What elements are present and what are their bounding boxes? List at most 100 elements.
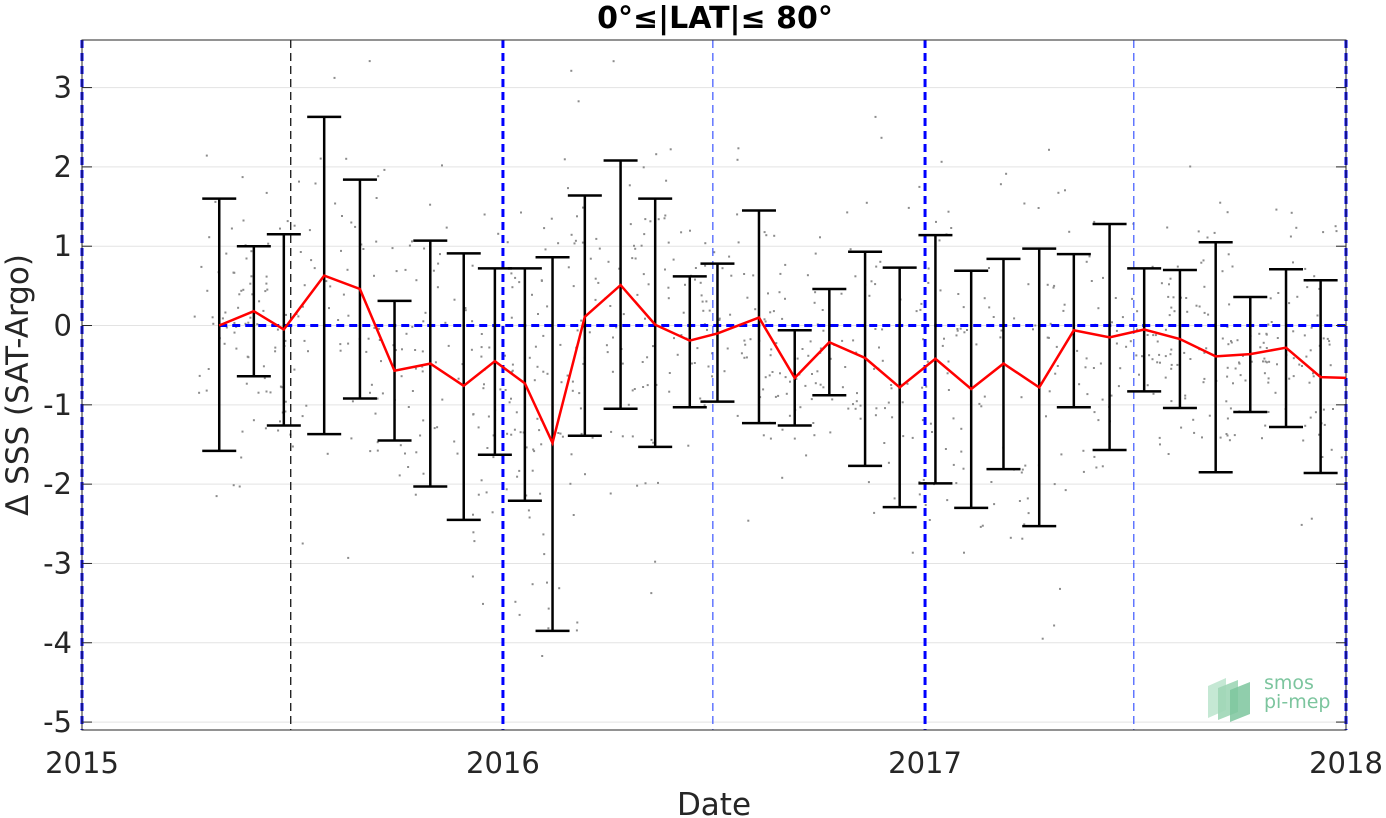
scatter-point: [911, 551, 914, 554]
scatter-point: [506, 432, 509, 435]
scatter-point: [375, 240, 378, 243]
scatter-point: [1241, 354, 1244, 357]
scatter-point: [814, 382, 817, 385]
scatter-point: [612, 60, 615, 63]
scatter-point: [1121, 316, 1124, 319]
scatter-point: [654, 560, 657, 563]
scatter-point: [621, 362, 624, 365]
scatter-point: [846, 211, 849, 214]
scatter-point: [694, 278, 696, 281]
scatter-point: [1295, 226, 1298, 229]
scatter-point: [784, 297, 786, 300]
scatter-point: [347, 556, 350, 559]
scatter-point: [558, 587, 561, 590]
scatter-point: [1097, 307, 1100, 310]
scatter-point: [1308, 381, 1311, 384]
scatter-point: [457, 377, 460, 380]
scatter-point: [337, 319, 340, 321]
scatter-point: [928, 519, 931, 521]
scatter-point: [499, 388, 502, 391]
scatter-point: [769, 311, 772, 314]
scatter-point: [636, 484, 639, 487]
scatter-point: [276, 328, 279, 331]
scatter-point: [947, 210, 950, 213]
scatter-point: [978, 402, 981, 405]
scatter-point: [546, 581, 548, 584]
scatter-point: [567, 187, 569, 190]
scatter-point: [874, 115, 877, 118]
scatter-point: [801, 348, 804, 350]
scatter-point: [1185, 297, 1188, 299]
scatter-point: [740, 352, 743, 355]
scatter-point: [831, 398, 834, 401]
scatter-point: [347, 314, 350, 317]
scatter-point: [594, 277, 597, 280]
scatter-point: [1045, 415, 1047, 418]
scatter-point: [699, 397, 702, 400]
scatter-point: [609, 305, 612, 307]
scatter-point: [380, 360, 382, 363]
scatter-point: [1310, 517, 1313, 520]
scatter-point: [1304, 267, 1307, 270]
scatter-point: [868, 294, 871, 297]
scatter-point: [471, 264, 474, 267]
scatter-point: [252, 419, 255, 422]
scatter-point: [737, 147, 740, 150]
scatter-point: [232, 271, 235, 274]
scatter-point: [746, 296, 749, 299]
scatter-point: [378, 327, 380, 330]
scatter-point: [1267, 377, 1270, 380]
scatter-point: [301, 305, 304, 308]
scatter-point: [854, 275, 857, 278]
scatter-point: [250, 275, 253, 278]
scatter-point: [849, 248, 852, 251]
scatter-point: [1170, 367, 1173, 370]
scatter-point: [1176, 265, 1179, 268]
scatter-point: [1335, 230, 1338, 233]
scatter-point: [650, 592, 653, 595]
scatter-point: [1265, 332, 1268, 335]
scatter-point: [1092, 367, 1095, 369]
scatter-point: [1200, 261, 1203, 264]
scatter-point: [644, 317, 646, 320]
scatter-point: [1021, 468, 1024, 471]
scatter-point: [584, 473, 586, 476]
scatter-point: [444, 321, 447, 324]
scatter-point: [822, 386, 825, 389]
scatter-point: [657, 218, 660, 221]
scatter-point: [999, 183, 1002, 186]
scatter-point: [1068, 230, 1071, 233]
scatter-point: [1097, 419, 1100, 422]
scatter-point: [1321, 456, 1324, 458]
scatter-point: [370, 383, 373, 386]
scatter-point: [1316, 314, 1319, 317]
scatter-point: [749, 338, 752, 341]
scatter-point: [367, 337, 370, 340]
scatter-point: [542, 370, 545, 373]
scatter-point: [682, 311, 685, 314]
scatter-point: [557, 432, 560, 434]
scatter-point: [1046, 283, 1049, 286]
scatter-point: [884, 407, 886, 410]
scatter-point: [242, 288, 245, 291]
scatter-point: [575, 629, 578, 632]
scatter-point: [812, 422, 815, 424]
scatter-point: [940, 160, 943, 163]
scatter-point: [511, 369, 514, 372]
scatter-point: [990, 481, 993, 483]
scatter-point: [1323, 423, 1326, 426]
scatter-point: [874, 414, 877, 417]
scatter-point: [249, 316, 252, 319]
scatter-point: [1332, 408, 1334, 410]
scatter-point: [867, 481, 870, 484]
scatter-point: [1269, 297, 1272, 300]
scatter-point: [1034, 324, 1037, 327]
scatter-point: [1219, 436, 1222, 439]
scatter-point: [669, 148, 672, 151]
scatter-point: [419, 434, 422, 437]
scatter-point: [595, 237, 598, 240]
scatter-point: [360, 243, 363, 246]
scatter-point: [1009, 536, 1012, 539]
